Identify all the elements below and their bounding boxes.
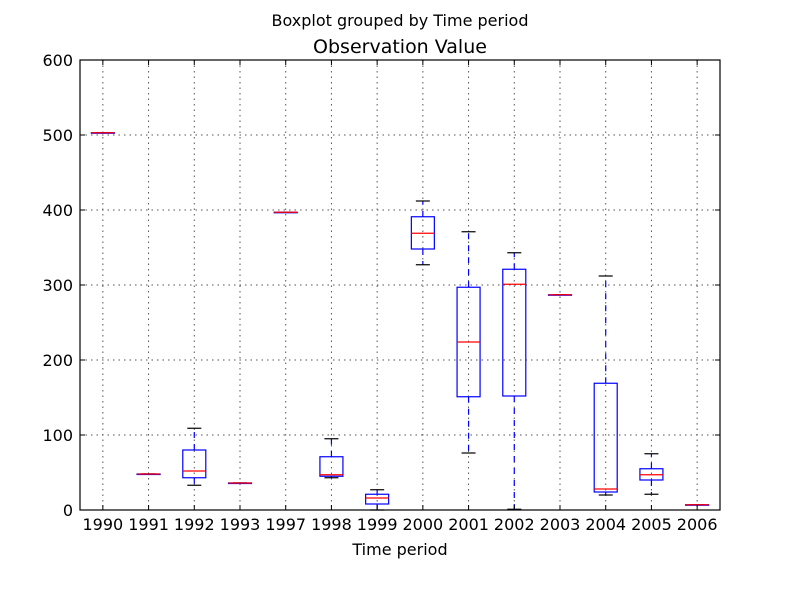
x-tick-label: 1993 — [220, 515, 261, 534]
x-tick-label: 2000 — [402, 515, 443, 534]
box-1991 — [136, 473, 161, 476]
x-axis: 1990 1991 1992 1993 1997 1998 1999 2000 2001 2002… — [82, 60, 718, 534]
iqr-box — [365, 493, 390, 505]
x-axis-label: Time period — [351, 540, 447, 559]
chart-suptitle: Boxplot grouped by Time period — [272, 11, 529, 30]
box-1992 — [182, 427, 207, 486]
y-tick-label: 600 — [42, 51, 73, 70]
x-tick-label: 2005 — [631, 515, 672, 534]
x-tick-label: 2004 — [585, 515, 626, 534]
y-tick-label: 500 — [42, 126, 73, 145]
chart-title: Observation Value — [313, 36, 487, 58]
x-tick-label: 1990 — [82, 515, 123, 534]
box-2003 — [547, 294, 573, 296]
y-tick-label: 300 — [42, 276, 73, 295]
y-axis: 0 100 200 300 400 500 600 — [42, 51, 720, 520]
x-tick-label: 2002 — [494, 515, 535, 534]
boxes-layer — [90, 132, 710, 511]
x-tick-label: 2006 — [677, 515, 718, 534]
x-tick-label: 1997 — [265, 515, 306, 534]
iqr-box — [182, 449, 207, 479]
grid-lines — [80, 60, 720, 510]
x-tick-label: 2003 — [540, 515, 581, 534]
y-tick-label: 0 — [63, 501, 73, 520]
box-2000 — [410, 200, 435, 266]
box-2005 — [639, 453, 664, 495]
box-2006 — [685, 504, 710, 506]
box-2002 — [502, 252, 527, 510]
y-tick-label: 100 — [42, 426, 73, 445]
x-tick-label: 1991 — [128, 515, 169, 534]
box-1997 — [273, 211, 298, 214]
box-1998 — [319, 438, 344, 479]
y-tick-label: 200 — [42, 351, 73, 370]
iqr-box — [502, 268, 527, 397]
iqr-box — [319, 456, 344, 477]
box-2004 — [593, 275, 618, 496]
y-tick-label: 400 — [42, 201, 73, 220]
x-tick-label: 2001 — [448, 515, 489, 534]
box-1993 — [227, 482, 253, 485]
x-tick-label: 1992 — [174, 515, 215, 534]
box-2001 — [456, 231, 481, 454]
iqr-box — [593, 382, 618, 493]
x-tick-label: 1999 — [357, 515, 398, 534]
box-1990 — [90, 132, 115, 134]
x-tick-label: 1998 — [311, 515, 352, 534]
